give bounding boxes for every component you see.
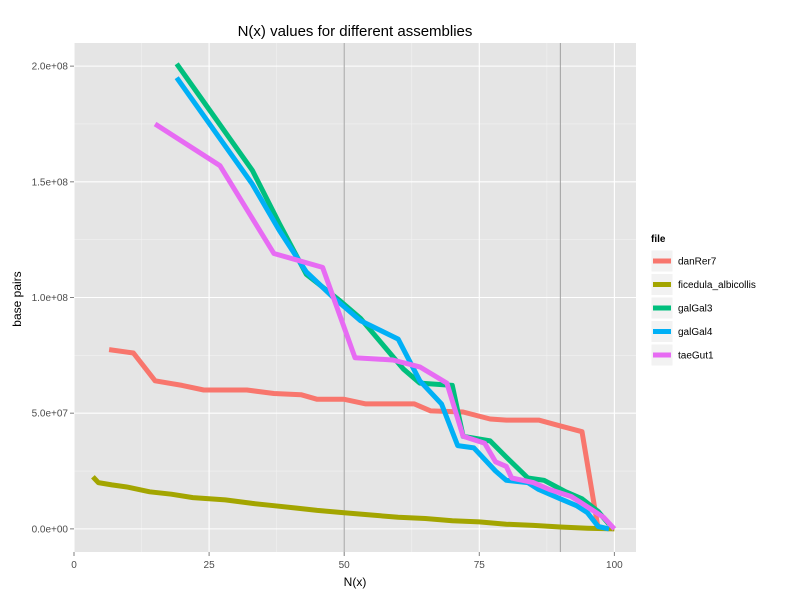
y-tick-label: 0.0e+00 [32,524,69,535]
series-line-galGal3 [174,62,611,526]
x-tick-label: 75 [474,560,486,571]
legend-title: file [651,234,666,245]
x-tick-label: 0 [71,560,77,571]
legend-label: danRer7 [678,257,717,268]
series-line-ficedula_albicollis [91,475,615,532]
y-axis-title: base pairs [10,271,24,326]
series-line-taeGut1 [153,121,617,531]
series-line-danRer7 [108,347,601,530]
legend-label: galGal4 [678,327,713,338]
y-tick-label: 1.5e+08 [32,177,69,188]
x-axis-ticks: 0 25 50 75 100 [71,552,623,571]
y-tick-label: 1.0e+08 [32,293,69,304]
series-lines [91,62,617,532]
series-line-galGal4 [174,76,610,532]
legend-label: taeGut1 [678,351,714,362]
legend-label: ficedula_albicollis [678,280,756,291]
legend-label: galGal3 [678,304,713,315]
legend: file danRer7 ficedula_albicollis galGal3 ga… [650,234,756,367]
x-tick-label: 25 [204,560,216,571]
x-axis-title: N(x) [344,575,367,589]
reference-lines [343,43,561,552]
x-tick-label: 50 [339,560,351,571]
x-tick-label: 100 [606,560,623,571]
y-tick-label: 5.0e+07 [32,409,69,420]
chart-title: N(x) values for different assemblies [238,23,473,40]
y-axis-ticks: 0.0e+00 5.0e+07 1.0e+08 1.5e+08 2.0e+08 [32,62,74,535]
y-tick-label: 2.0e+08 [32,62,69,73]
legend-items: danRer7 ficedula_albicollis galGal3 galGal4… [650,249,756,367]
